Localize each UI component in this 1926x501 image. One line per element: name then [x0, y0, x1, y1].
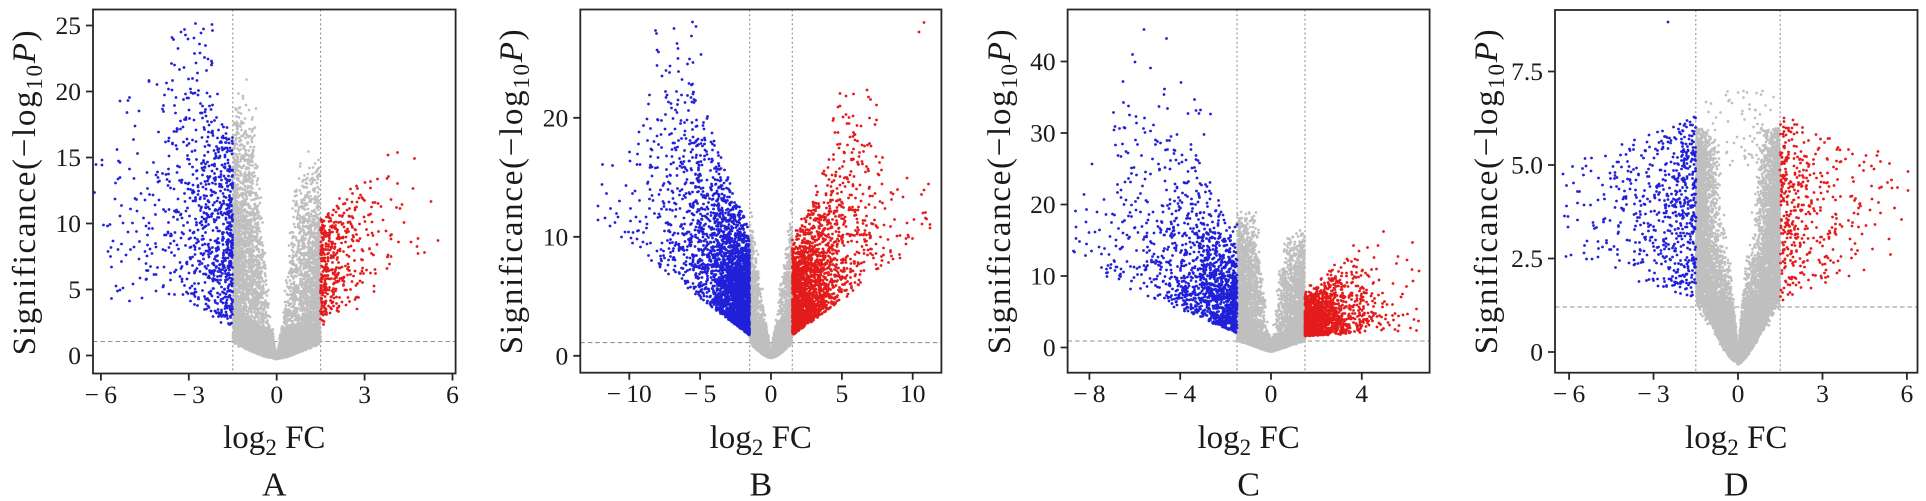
svg-text:− 6: − 6 — [85, 380, 117, 409]
svg-text:20: 20 — [543, 103, 569, 132]
svg-text:C: C — [1237, 467, 1260, 501]
svg-text:6: 6 — [446, 380, 459, 409]
svg-text:− 6: − 6 — [1553, 379, 1585, 408]
svg-text:2.5: 2.5 — [1511, 244, 1543, 273]
svg-text:log2 FC: log2 FC — [710, 420, 812, 460]
svg-text:25: 25 — [56, 11, 82, 40]
svg-text:0: 0 — [765, 379, 778, 408]
svg-text:log2 FC: log2 FC — [1197, 420, 1299, 460]
svg-text:30: 30 — [1030, 119, 1056, 148]
svg-text:10: 10 — [900, 379, 926, 408]
svg-text:− 3: − 3 — [1637, 379, 1669, 408]
svg-text:20: 20 — [1030, 190, 1056, 219]
svg-text:0: 0 — [1043, 333, 1056, 362]
svg-text:0: 0 — [1530, 338, 1543, 367]
svg-text:5: 5 — [836, 379, 849, 408]
svg-text:0: 0 — [1732, 379, 1745, 408]
svg-text:− 3: − 3 — [173, 380, 205, 409]
svg-text:7.5: 7.5 — [1511, 57, 1543, 86]
svg-text:0: 0 — [68, 341, 81, 370]
svg-text:A: A — [262, 467, 287, 501]
svg-text:− 10: − 10 — [607, 379, 652, 408]
svg-text:40: 40 — [1030, 47, 1056, 76]
svg-text:0: 0 — [556, 341, 569, 370]
svg-text:Significance(−log10P): Significance(−log10P) — [982, 28, 1022, 355]
svg-text:15: 15 — [56, 143, 82, 172]
svg-text:4: 4 — [1355, 379, 1368, 408]
svg-text:10: 10 — [1030, 262, 1056, 291]
svg-text:0: 0 — [270, 380, 283, 409]
svg-text:20: 20 — [56, 77, 82, 106]
svg-text:− 8: − 8 — [1073, 379, 1105, 408]
svg-text:log2 FC: log2 FC — [1685, 420, 1787, 460]
svg-text:B: B — [749, 467, 772, 501]
svg-text:10: 10 — [543, 222, 569, 251]
svg-text:3: 3 — [358, 380, 371, 409]
svg-text:5: 5 — [68, 275, 81, 304]
svg-text:D: D — [1724, 467, 1749, 501]
svg-text:3: 3 — [1816, 379, 1829, 408]
svg-text:Significance(−log10P): Significance(−log10P) — [7, 29, 47, 356]
svg-text:− 4: − 4 — [1164, 379, 1196, 408]
svg-text:5.0: 5.0 — [1511, 151, 1543, 180]
svg-text:0: 0 — [1265, 379, 1278, 408]
svg-text:10: 10 — [56, 209, 82, 238]
svg-text:− 5: − 5 — [684, 379, 716, 408]
svg-text:6: 6 — [1901, 379, 1914, 408]
